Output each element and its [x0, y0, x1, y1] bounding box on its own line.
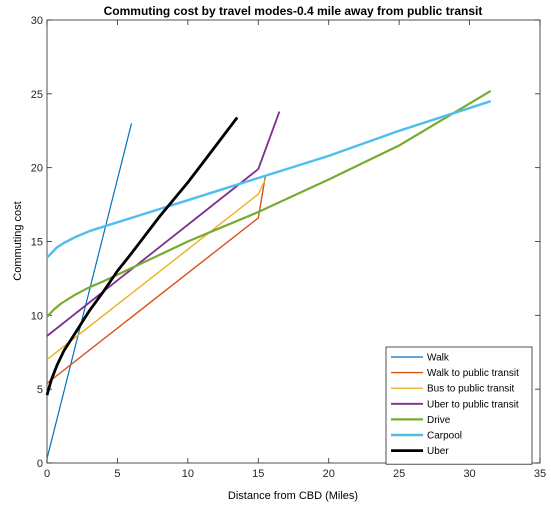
plot-area: 0 5 10 15 20 25 30 35 0 5 10 15 20 25 30: [31, 15, 546, 480]
legend-label: Walk to public transit: [427, 368, 519, 379]
series-line-carpool: [46, 100, 492, 259]
y-tick-label: 5: [37, 384, 43, 396]
x-tick-label: 10: [182, 468, 194, 480]
legend-label: Drive: [427, 415, 451, 426]
series-line-drive: [46, 89, 492, 318]
x-tick-label: 15: [252, 468, 264, 480]
series-line-walk-to-public-transit: [46, 176, 266, 384]
x-axis-label: Distance from CBD (Miles): [228, 490, 358, 502]
series-line-uber: [45, 116, 239, 396]
y-tick-label: 10: [31, 310, 43, 322]
x-tick-label: 35: [534, 468, 546, 480]
legend-label: Uber to public transit: [427, 399, 519, 410]
y-axis-label: Commuting cost: [12, 201, 24, 280]
legend-label: Uber: [427, 446, 449, 457]
x-tick-label: 5: [114, 468, 120, 480]
chart-title: Commuting cost by travel modes-0.4 mile …: [104, 4, 483, 18]
series-line-uber-to-public-transit: [46, 111, 281, 337]
y-tick-label: 15: [31, 237, 43, 249]
x-tick-label: 0: [44, 468, 50, 480]
legend-label: Walk: [427, 353, 450, 364]
y-tick-label: 20: [31, 163, 43, 175]
y-tick-label: 25: [31, 89, 43, 101]
x-tick-label: 20: [323, 468, 335, 480]
legend-label: Bus to public transit: [427, 384, 514, 395]
x-tick-label: 30: [463, 468, 475, 480]
y-tick-label: 0: [37, 458, 43, 470]
y-tick-label: 30: [31, 15, 43, 27]
legend: Walk Walk to public transit Bus to public …: [385, 346, 533, 465]
legend-label: Carpool: [427, 431, 462, 442]
series-line-bus-to-public-transit: [46, 179, 266, 361]
series-line-walk: [46, 123, 133, 459]
legend-box: [385, 346, 533, 465]
x-tick-label: 25: [393, 468, 405, 480]
